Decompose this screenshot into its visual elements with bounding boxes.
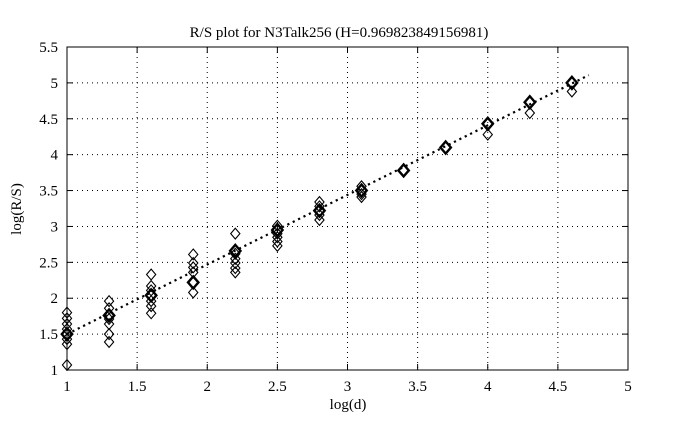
svg-text:5: 5: [624, 379, 632, 395]
svg-text:2.5: 2.5: [39, 255, 58, 271]
svg-text:2.5: 2.5: [268, 379, 287, 395]
svg-text:4.5: 4.5: [549, 379, 568, 395]
svg-text:5.5: 5.5: [39, 40, 58, 56]
svg-text:3: 3: [344, 379, 352, 395]
svg-text:3.5: 3.5: [39, 184, 58, 200]
svg-text:3.5: 3.5: [408, 379, 427, 395]
svg-text:2: 2: [51, 291, 59, 307]
x-tick-labels: 1 1.5 2 2.5 3 3.5 4 4.5 5: [63, 379, 632, 395]
svg-text:2: 2: [204, 379, 212, 395]
svg-text:3: 3: [51, 219, 59, 235]
svg-text:1.5: 1.5: [128, 379, 147, 395]
svg-text:1: 1: [51, 363, 59, 379]
plot-border: [66, 46, 629, 371]
svg-text:4.5: 4.5: [39, 112, 58, 128]
chart-title: R/S plot for N3Talk256 (H=0.969823849156…: [189, 25, 489, 41]
sample-points: [61, 85, 578, 372]
svg-text:4: 4: [51, 148, 59, 164]
gridlines: [67, 47, 628, 370]
svg-text:1.5: 1.5: [39, 327, 58, 343]
svg-text:1: 1: [63, 379, 71, 395]
y-tick-labels: 1 1.5 2 2.5 3 3.5 4 4.5 5 5.5: [39, 40, 58, 379]
x-axis-label: log(d): [329, 397, 367, 413]
mean-points: [60, 75, 579, 342]
svg-text:4: 4: [484, 379, 492, 395]
svg-text:5: 5: [51, 76, 59, 92]
